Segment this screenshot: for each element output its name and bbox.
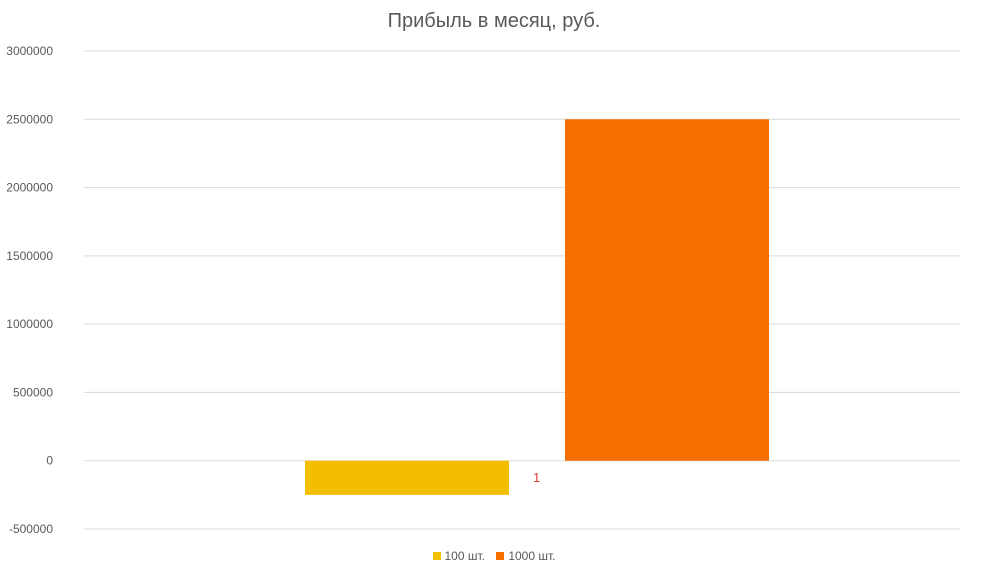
legend-swatch-100 [432,552,441,560]
chart-title: Прибыль в месяц, руб. [387,10,601,32]
legend: 100 шт. 1000 шт. [0,549,988,563]
y-tick-label: 500000 [13,385,53,399]
y-tick-label: 1000000 [6,317,53,331]
legend-label-100: 100 шт. [444,549,485,563]
y-tick-label: 1500000 [6,249,53,263]
y-tick-label: -500000 [9,522,53,536]
legend-item-1000: 1000 шт. [496,549,555,563]
y-tick-label: 3000000 [6,44,53,58]
legend-label-1000: 1000 шт. [508,549,556,563]
y-tick-label: 0 [46,454,53,468]
legend-swatch-1000 [496,552,505,560]
category-label: 1 [533,470,540,485]
y-tick-label: 2500000 [6,112,53,126]
y-tick-label: 2000000 [6,181,53,195]
bar-1000шт [565,119,769,461]
bar-100шт [305,460,509,495]
legend-item-100: 100 шт. [432,549,485,563]
